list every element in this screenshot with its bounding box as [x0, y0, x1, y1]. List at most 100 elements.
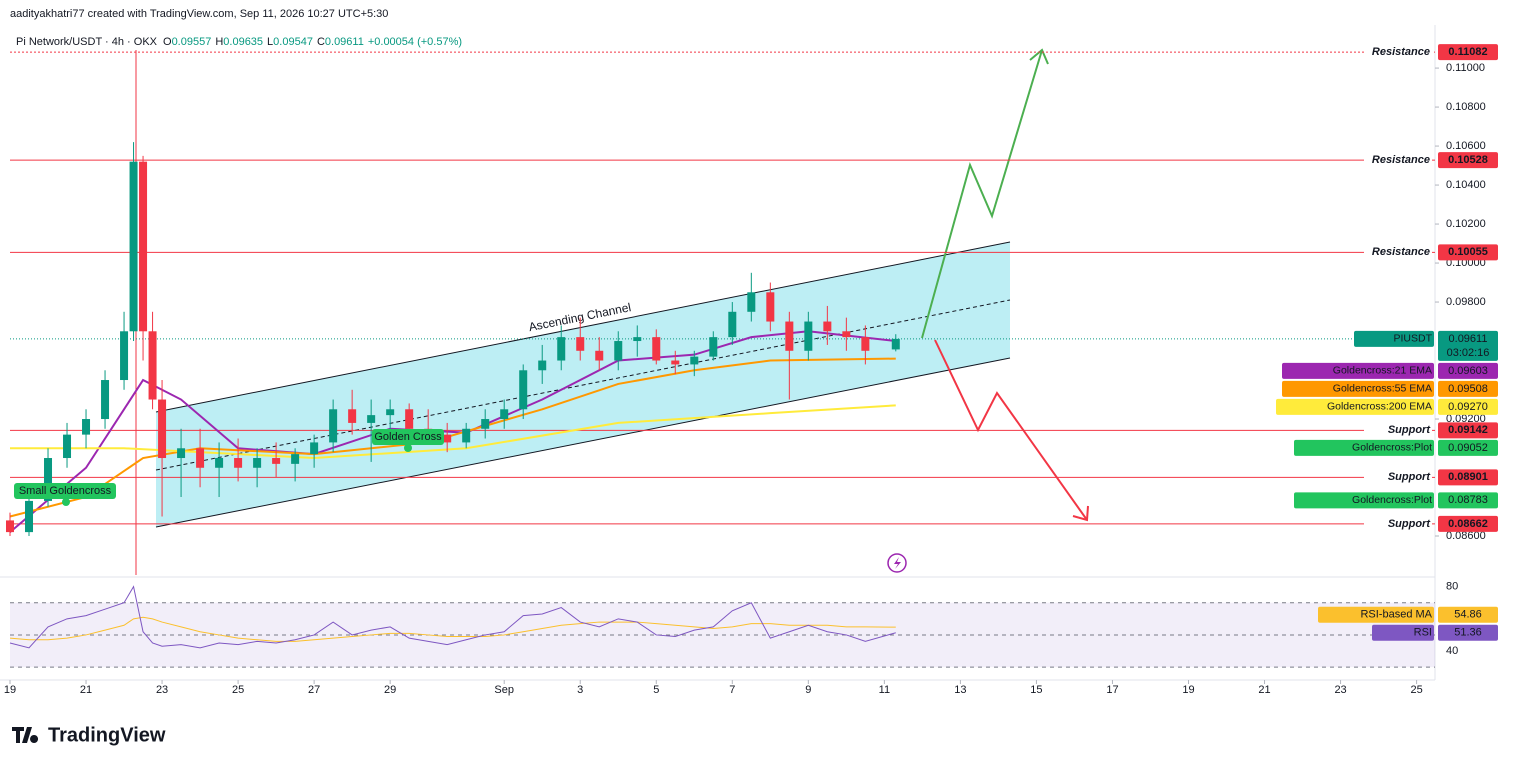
- channel-mid: [155, 299, 1011, 471]
- level-value-bg: [1438, 515, 1498, 532]
- level-value: 0.10528: [1448, 154, 1488, 166]
- axis-label-value: 0.09603: [1448, 365, 1488, 377]
- axis-label-value-bg: [1438, 398, 1498, 415]
- axis-label-name-bg: [1354, 330, 1434, 347]
- candle-body: [519, 370, 528, 410]
- candle-body: [728, 311, 737, 338]
- small-goldencross-bg: [14, 483, 116, 499]
- candle-body: [148, 331, 157, 400]
- candle-body: [196, 448, 205, 468]
- axis-label-extra: 03:02:16: [1447, 347, 1490, 359]
- c-value: 0.09611: [325, 36, 364, 48]
- author-line: aadityakhatri77 created with TradingView…: [10, 8, 388, 20]
- level-value: 0.11082: [1448, 46, 1487, 58]
- y-tick-label: 0.11000: [1446, 62, 1485, 74]
- level-text: Resistance: [1372, 46, 1430, 58]
- legend: Pi Network/USDT · 4h · OKX O0.09557 H0.096…: [16, 36, 462, 48]
- candle-body: [671, 360, 680, 365]
- candle-body: [253, 458, 262, 468]
- c-label: C: [317, 36, 325, 48]
- candle-body: [63, 434, 72, 459]
- candle-body: [690, 356, 699, 365]
- bear-arrow-head: [1072, 505, 1089, 522]
- level-value-bg: [1438, 422, 1498, 439]
- candle-body: [310, 442, 319, 455]
- axis-label-value: 0.09611: [1449, 333, 1488, 345]
- axis-label-name: Goldencross:21 EMA: [1333, 365, 1432, 377]
- alert-icon[interactable]: [887, 553, 907, 573]
- golden-cross-bg: [372, 429, 444, 445]
- x-tick-label: 19: [4, 684, 16, 696]
- channel-top: [155, 241, 1011, 413]
- x-tick-label: 9: [805, 684, 811, 696]
- change: +0.00054 (+0.57%): [368, 36, 462, 48]
- axis-label-value: 0.09270: [1448, 401, 1488, 413]
- axis-label-value-bg: [1438, 362, 1498, 379]
- axis-label-name-bg: [1276, 398, 1434, 415]
- symbol: Pi Network/USDT · 4h · OKX: [16, 36, 158, 48]
- candle-body: [861, 337, 870, 351]
- logo-text: TradingView: [48, 724, 166, 746]
- candle-body: [462, 428, 471, 443]
- o-value: 0.09557: [172, 36, 212, 48]
- y-tick-label: 0.10600: [1446, 140, 1486, 152]
- x-tick-label: 11: [879, 684, 890, 696]
- level-text: Resistance: [1372, 154, 1430, 166]
- level-value: 0.10055: [1448, 246, 1488, 258]
- x-tick-label: 25: [1410, 684, 1422, 696]
- axis-label-name: Goldencross:55 EMA: [1333, 383, 1432, 395]
- candle-body: [82, 419, 91, 435]
- logo: TradingView: [12, 724, 166, 746]
- axis-label-value: 0.08783: [1448, 494, 1488, 506]
- rsi-value-bg: [1438, 606, 1498, 623]
- ema-line: [10, 404, 896, 460]
- x-tick-label: 17: [1106, 684, 1118, 696]
- level-text-bg: [1364, 153, 1432, 168]
- rsi-line: [9, 585, 896, 649]
- candle-body: [139, 161, 148, 332]
- candle-body: [891, 338, 900, 350]
- level-value: 0.09142: [1448, 424, 1488, 436]
- level-value-bg: [1438, 469, 1498, 486]
- y-tick-label: 0.10400: [1446, 179, 1486, 191]
- axis-label-name-bg: [1282, 380, 1434, 397]
- h-label: H: [215, 36, 223, 48]
- rsi-value-bg: [1438, 624, 1498, 641]
- x-tick-label: 29: [384, 684, 396, 696]
- candle-body: [842, 331, 851, 338]
- small-goldencross: Small Goldencross: [19, 485, 112, 497]
- rsi-tick-label: 80: [1446, 581, 1458, 593]
- candle-body: [129, 161, 138, 332]
- candle-body: [386, 409, 395, 416]
- golden-cross: Golden Cross: [374, 431, 442, 443]
- rsi-value: 54.86: [1454, 609, 1482, 621]
- x-tick-label: 13: [954, 684, 966, 696]
- axis-label-name: PIUSDT: [1393, 333, 1432, 345]
- candle-body: [709, 337, 718, 357]
- x-tick-label: 21: [1258, 684, 1270, 696]
- candle-body: [272, 458, 281, 464]
- candle-body: [215, 458, 224, 468]
- level-text: Support: [1388, 471, 1431, 483]
- axis-label-name-bg: [1294, 439, 1434, 456]
- candle-body: [538, 360, 547, 371]
- axis-label-name: Goldencross:Plot: [1352, 494, 1432, 506]
- level-text-bg: [1364, 470, 1432, 485]
- candle-body: [405, 409, 414, 429]
- h-value: 0.09635: [223, 36, 263, 48]
- rsi-label-name: RSI-based MA: [1360, 609, 1432, 621]
- axis-label-value-bg: [1438, 330, 1498, 361]
- candle-body: [329, 409, 338, 443]
- rsi-label-bg: [1318, 606, 1434, 623]
- level-value-bg: [1438, 44, 1498, 61]
- candle-body: [367, 415, 376, 423]
- candle-body: [766, 292, 775, 322]
- level-value: 0.08662: [1448, 518, 1488, 530]
- logo-mark: [12, 727, 39, 743]
- x-tick-label: 27: [308, 684, 320, 696]
- candle-body: [595, 350, 604, 361]
- level-value-bg: [1438, 152, 1498, 169]
- l-value: 0.09547: [273, 36, 313, 48]
- x-tick-label: 23: [156, 684, 168, 696]
- x-tick-label: 15: [1030, 684, 1042, 696]
